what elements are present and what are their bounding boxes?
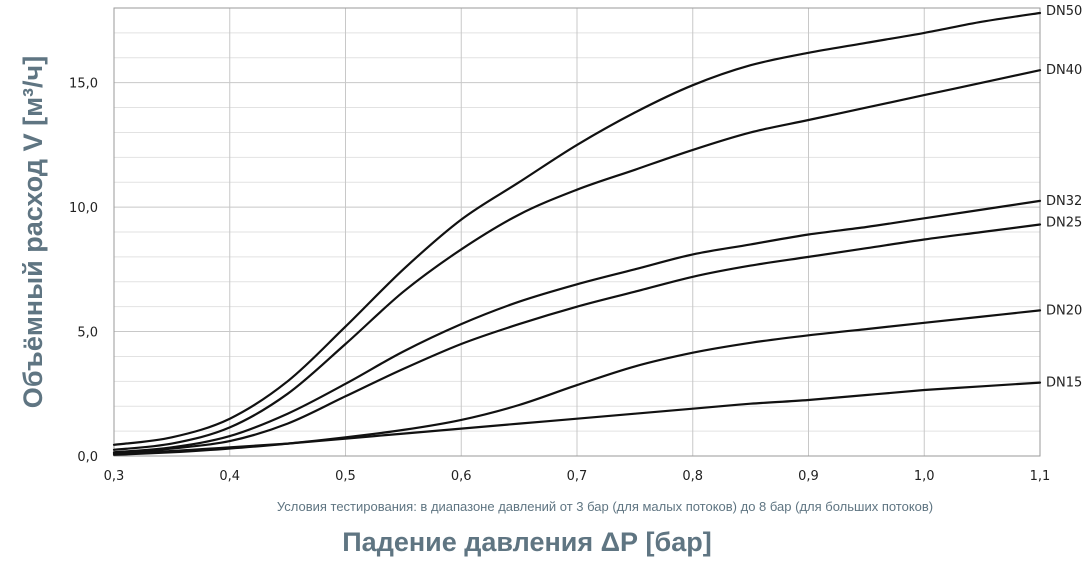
series-line-dn15 <box>112 381 1042 455</box>
x-tick-label: 1,0 <box>914 469 935 484</box>
grid <box>114 8 1040 456</box>
tick-labels: 0,3 0,4 0,5 0,6 0,7 0,8 0,9 1,0 1,1 0,0 5,0 10,0 15,… <box>69 77 1050 484</box>
x-tick-label: 0,3 <box>104 469 125 484</box>
series-label-dn50: DN50 <box>1046 4 1082 19</box>
x-tick-label: 1,1 <box>1030 469 1051 484</box>
y-tick-label: 0,0 <box>77 450 98 465</box>
plot-frame <box>113 7 1041 457</box>
series-label-dn25: DN25 <box>1046 216 1082 231</box>
x-axis-label: Падение давления ΔР [бар] <box>342 527 711 557</box>
series-label-dn32: DN32 <box>1046 194 1082 209</box>
x-tick-label: 0,7 <box>567 469 588 484</box>
series-line-dn32 <box>112 199 1042 454</box>
x-tick-label: 0,4 <box>219 469 240 484</box>
x-tick-label: 0,8 <box>682 469 703 484</box>
y-tick-label: 15,0 <box>69 77 98 92</box>
x-tick-label: 0,6 <box>451 469 472 484</box>
series-labels: DN50 DN40 DN32 DN25 DN20 DN15 <box>1046 4 1082 391</box>
y-axis-label: Объёмный расход V [м³/ч] <box>18 56 48 408</box>
test-conditions-note: Условия тестирования: в диапазоне давлен… <box>277 499 933 514</box>
series-label-dn40: DN40 <box>1046 63 1082 78</box>
series-label-dn15: DN15 <box>1046 376 1082 391</box>
series-label-dn20: DN20 <box>1046 303 1082 318</box>
y-tick-label: 5,0 <box>77 326 98 341</box>
series-line-dn50 <box>112 11 1042 446</box>
series-line-dn40 <box>112 69 1042 451</box>
x-tick-label: 0,5 <box>335 469 356 484</box>
x-tick-label: 0,9 <box>798 469 819 484</box>
y-tick-label: 10,0 <box>69 201 98 216</box>
series-lines <box>112 11 1042 456</box>
series-line-dn25 <box>112 223 1042 455</box>
